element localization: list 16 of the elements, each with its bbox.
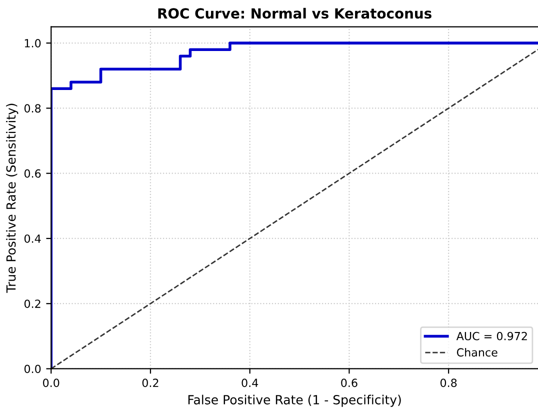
x-axis-title: False Positive Rate (1 - Specificity): [188, 394, 401, 407]
chart-title: ROC Curve: Normal vs Keratoconus: [158, 8, 432, 19]
x-tick-label: 0.0: [43, 378, 60, 388]
legend-label: AUC = 0.972: [456, 332, 527, 340]
y-tick-label: 0.4: [24, 234, 41, 243]
y-axis-title: True Positive Rate (Sensitivity): [6, 104, 18, 293]
x-tick-label: 0.8: [440, 378, 457, 388]
x-tick-label: 0.2: [142, 378, 158, 388]
x-tick-label: 0.6: [341, 378, 358, 388]
y-tick-label: 0.2: [24, 300, 40, 308]
x-tick-label: 0.4: [242, 378, 258, 388]
y-tick-label: 0.8: [24, 104, 41, 113]
y-tick-label: 0.6: [24, 169, 41, 178]
y-tick-label: 1.0: [24, 39, 41, 48]
y-tick-label: 0.0: [24, 364, 41, 374]
legend-label: Chance: [456, 348, 498, 357]
